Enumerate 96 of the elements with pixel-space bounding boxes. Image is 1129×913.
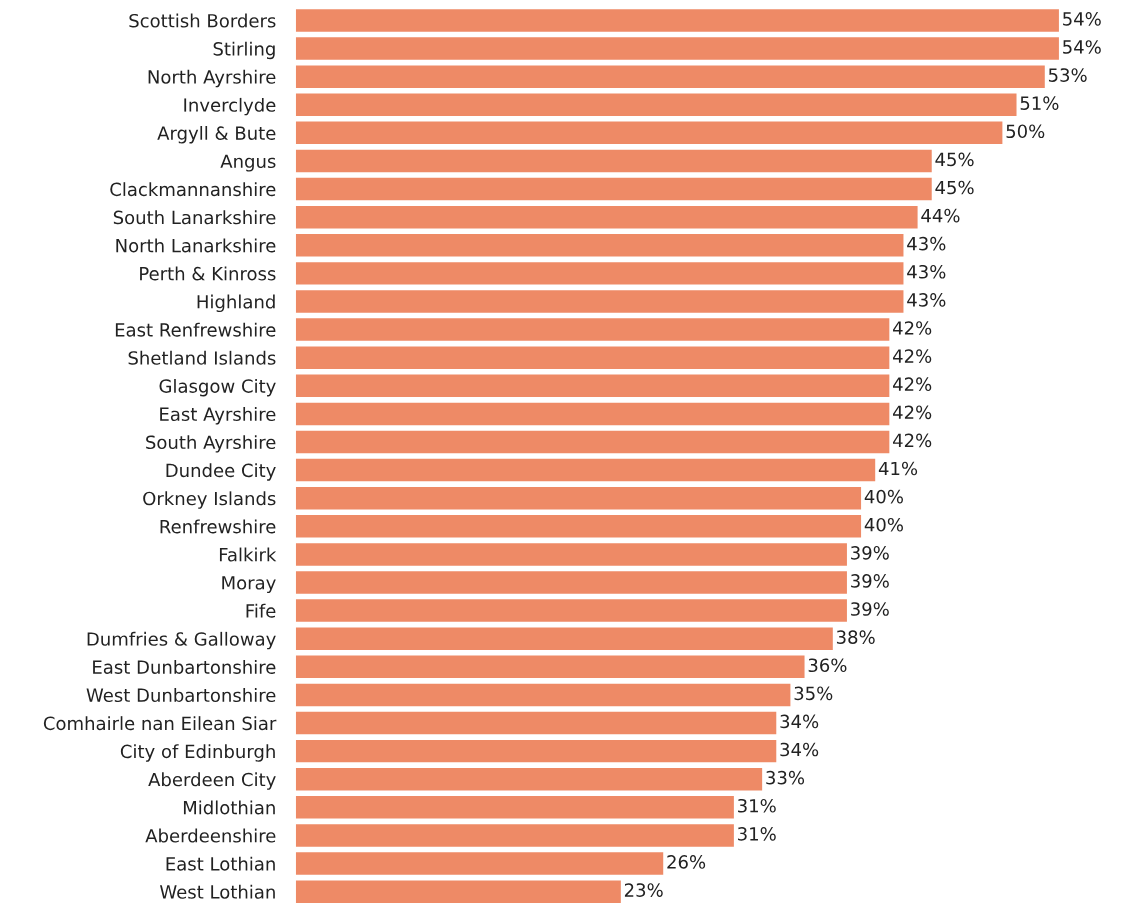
y-tick-label: Glasgow City <box>159 378 276 397</box>
y-tick-label: Clackmannanshire <box>110 182 276 197</box>
y-tick-label: Inverclyde <box>184 97 276 116</box>
data-label: 53% <box>1048 68 1087 82</box>
bar <box>295 767 763 791</box>
data-label: 40% <box>864 489 903 504</box>
y-tick-label: Comhairle nan Eilean Siar <box>43 716 277 731</box>
bar <box>295 290 904 313</box>
y-tick-label: Aberdeen City <box>148 772 276 790</box>
data-label: 42% <box>893 377 932 392</box>
y-tick-label: City of Edinburgh <box>120 744 275 762</box>
bar <box>295 599 847 622</box>
bar <box>295 683 791 707</box>
data-label: 33% <box>766 770 805 785</box>
data-label: 39% <box>851 602 889 616</box>
y-tick-label: North Ayrshire <box>148 69 276 88</box>
data-label: 54% <box>1063 40 1101 54</box>
y-tick-label: Renfrewshire <box>160 519 276 534</box>
y-tick-label: Stirling <box>213 41 275 60</box>
bar <box>295 262 904 285</box>
data-label: 42% <box>893 433 932 448</box>
y-tick-label: Perth & Kinross <box>140 266 276 281</box>
y-tick-label: Dumfries & Galloway <box>87 631 276 650</box>
bar <box>295 177 932 201</box>
data-label: 36% <box>808 658 847 673</box>
bar <box>295 121 1003 145</box>
bar <box>295 9 1059 32</box>
data-label: 43% <box>907 236 946 251</box>
y-tick-label: East Ayrshire <box>160 407 276 425</box>
y-tick-label: South Ayrshire <box>146 435 276 453</box>
data-label: 42% <box>893 405 932 420</box>
bar <box>295 796 734 819</box>
y-tick-label: Dundee City <box>166 463 276 481</box>
y-tick-label: South Lanarkshire <box>113 210 276 225</box>
bar <box>295 627 833 650</box>
data-label: 34% <box>780 714 819 729</box>
y-tick-label: East Renfrewshire <box>115 322 276 337</box>
bar <box>295 205 918 229</box>
y-tick-label: Midlothian <box>183 800 275 815</box>
y-tick-label: North Lanarkshire <box>116 238 276 253</box>
data-label: 40% <box>864 517 903 532</box>
data-label: 42% <box>893 349 932 363</box>
data-label: 45% <box>935 152 974 167</box>
y-tick-label: Orkney Islands <box>143 491 276 509</box>
data-label: 23% <box>624 883 663 897</box>
bar <box>295 852 664 875</box>
bar <box>295 880 621 903</box>
data-label: 54% <box>1063 12 1101 26</box>
bar <box>295 655 805 679</box>
y-tick-label: East Dunbartonshire <box>93 659 276 674</box>
bar <box>295 543 847 566</box>
data-label: 38% <box>836 630 875 644</box>
y-tick-label: Moray <box>222 576 276 594</box>
data-label: 41% <box>878 461 918 476</box>
data-label: 43% <box>907 293 946 307</box>
data-label: 34% <box>780 742 819 757</box>
bar <box>295 824 734 847</box>
y-tick-label: West Lothian <box>159 884 275 899</box>
data-label: 31% <box>738 798 776 813</box>
bar <box>295 739 777 763</box>
bar <box>295 37 1059 60</box>
data-label: 44% <box>921 208 960 223</box>
y-tick-label: Scottish Borders <box>129 13 276 28</box>
y-tick-label: Fife <box>246 603 276 618</box>
bar <box>295 402 890 426</box>
y-tick-label: West Dunbartonshire <box>86 688 276 703</box>
bar <box>295 515 862 538</box>
data-label: 43% <box>907 264 946 279</box>
bar <box>295 711 777 735</box>
bar <box>295 93 1017 116</box>
bar <box>295 430 890 454</box>
data-label: 35% <box>794 686 833 701</box>
y-tick-label: Angus <box>220 154 276 172</box>
y-tick-label: Shetland Islands <box>128 350 276 365</box>
bar <box>295 374 890 398</box>
data-label: 51% <box>1020 96 1059 110</box>
bar <box>295 458 876 482</box>
data-label: 39% <box>851 545 889 560</box>
data-label: 39% <box>851 574 889 588</box>
data-label: 45% <box>935 180 974 195</box>
data-label: 42% <box>893 321 932 335</box>
bar <box>295 346 890 369</box>
y-tick-label: Argyll & Bute <box>157 126 276 144</box>
y-tick-label: Highland <box>197 294 275 313</box>
data-label: 31% <box>738 827 776 841</box>
y-tick-label: East Lothian <box>166 856 275 871</box>
data-label: 26% <box>667 855 706 869</box>
bar <box>295 65 1045 88</box>
bar <box>295 234 904 257</box>
data-label: 50% <box>1006 124 1045 139</box>
bar <box>295 571 847 594</box>
bar <box>295 318 890 341</box>
y-tick-label: Aberdeenshire <box>145 828 276 843</box>
bar <box>295 486 862 510</box>
bar <box>295 149 932 173</box>
y-tick-label: Falkirk <box>219 547 277 562</box>
